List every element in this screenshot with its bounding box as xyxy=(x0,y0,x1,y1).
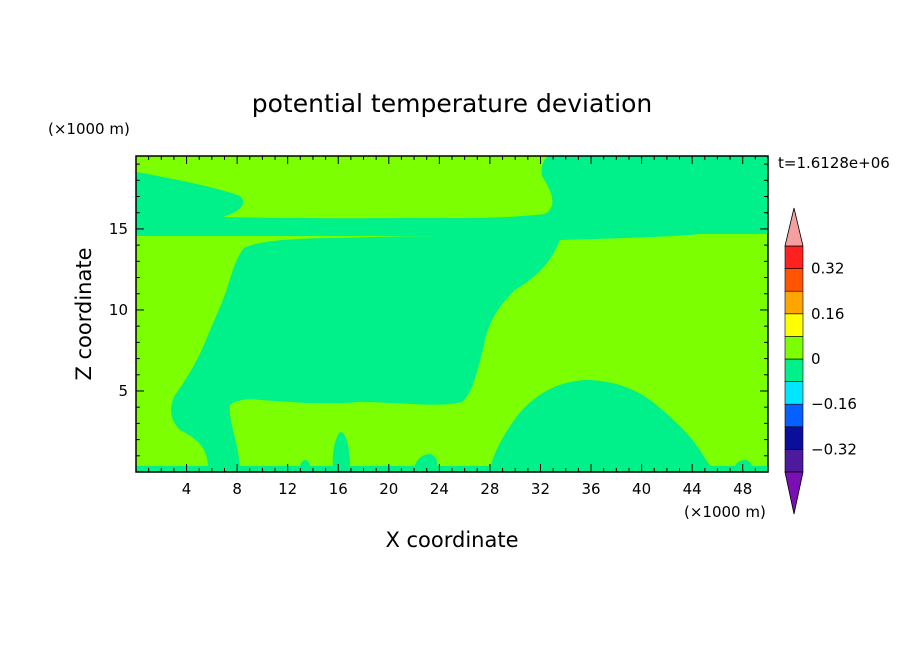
colorbar-bin xyxy=(784,245,804,269)
x-tick-label: 16 xyxy=(329,480,348,498)
colorbar-label: 0 xyxy=(811,350,821,368)
field-blob-1 xyxy=(332,432,350,468)
field-region-dome xyxy=(490,380,712,468)
colorbar-bin xyxy=(784,381,804,405)
x-tick-label: 44 xyxy=(683,480,702,498)
time-label: t=1.6128e+06 xyxy=(778,154,890,172)
colorbar-label: −0.16 xyxy=(811,395,857,413)
colorbar-bin xyxy=(784,268,804,292)
field-blob-2 xyxy=(414,454,438,468)
field-blob-4 xyxy=(588,456,610,468)
colorbar-label: −0.32 xyxy=(811,440,857,458)
colorbar-upper-extension xyxy=(784,207,804,247)
colorbar-label: 0.32 xyxy=(811,260,844,278)
colorbar-bin xyxy=(784,290,804,315)
colorbar-label: 0.16 xyxy=(811,305,844,323)
x-tick-label: 28 xyxy=(480,480,499,498)
colorbar-bin xyxy=(784,313,804,337)
x-tick-label: 8 xyxy=(232,480,242,498)
chart-title: potential temperature deviation xyxy=(252,89,652,118)
colorbar: 0.32 0.16 0 −0.16 −0.32 xyxy=(784,207,857,515)
x-tick-label: 12 xyxy=(278,480,297,498)
field-region-central xyxy=(136,234,700,468)
colorbar-bin xyxy=(784,358,804,382)
x-tick-label: 48 xyxy=(733,480,752,498)
x-tick-label: 24 xyxy=(430,480,449,498)
x-tick-label: 40 xyxy=(632,480,651,498)
x-tick-label: 32 xyxy=(531,480,550,498)
colorbar-bin xyxy=(784,403,804,428)
x-axis-ticks: 4 8 12 16 20 24 28 32 36 40 44 48 xyxy=(135,156,769,498)
y-tick-label: 5 xyxy=(118,382,128,400)
contour-field xyxy=(136,156,768,472)
y-axis-ticks: 5 10 15 xyxy=(109,163,768,473)
y-tick-label: 10 xyxy=(109,301,128,319)
x-unit-label: (×1000 m) xyxy=(684,503,766,521)
y-unit-label: (×1000 m) xyxy=(48,120,130,138)
field-region-upper-cutout xyxy=(136,156,553,219)
y-axis-label: Z coordinate xyxy=(72,247,96,380)
x-axis-label: X coordinate xyxy=(385,528,518,552)
x-tick-label: 36 xyxy=(581,480,600,498)
colorbar-bin xyxy=(784,426,804,450)
colorbar-lower-extension xyxy=(784,471,804,515)
y-tick-label: 15 xyxy=(109,220,128,238)
x-tick-label: 4 xyxy=(182,480,192,498)
x-tick-label: 20 xyxy=(379,480,398,498)
colorbar-bin xyxy=(784,449,804,473)
colorbar-bin xyxy=(784,336,804,360)
